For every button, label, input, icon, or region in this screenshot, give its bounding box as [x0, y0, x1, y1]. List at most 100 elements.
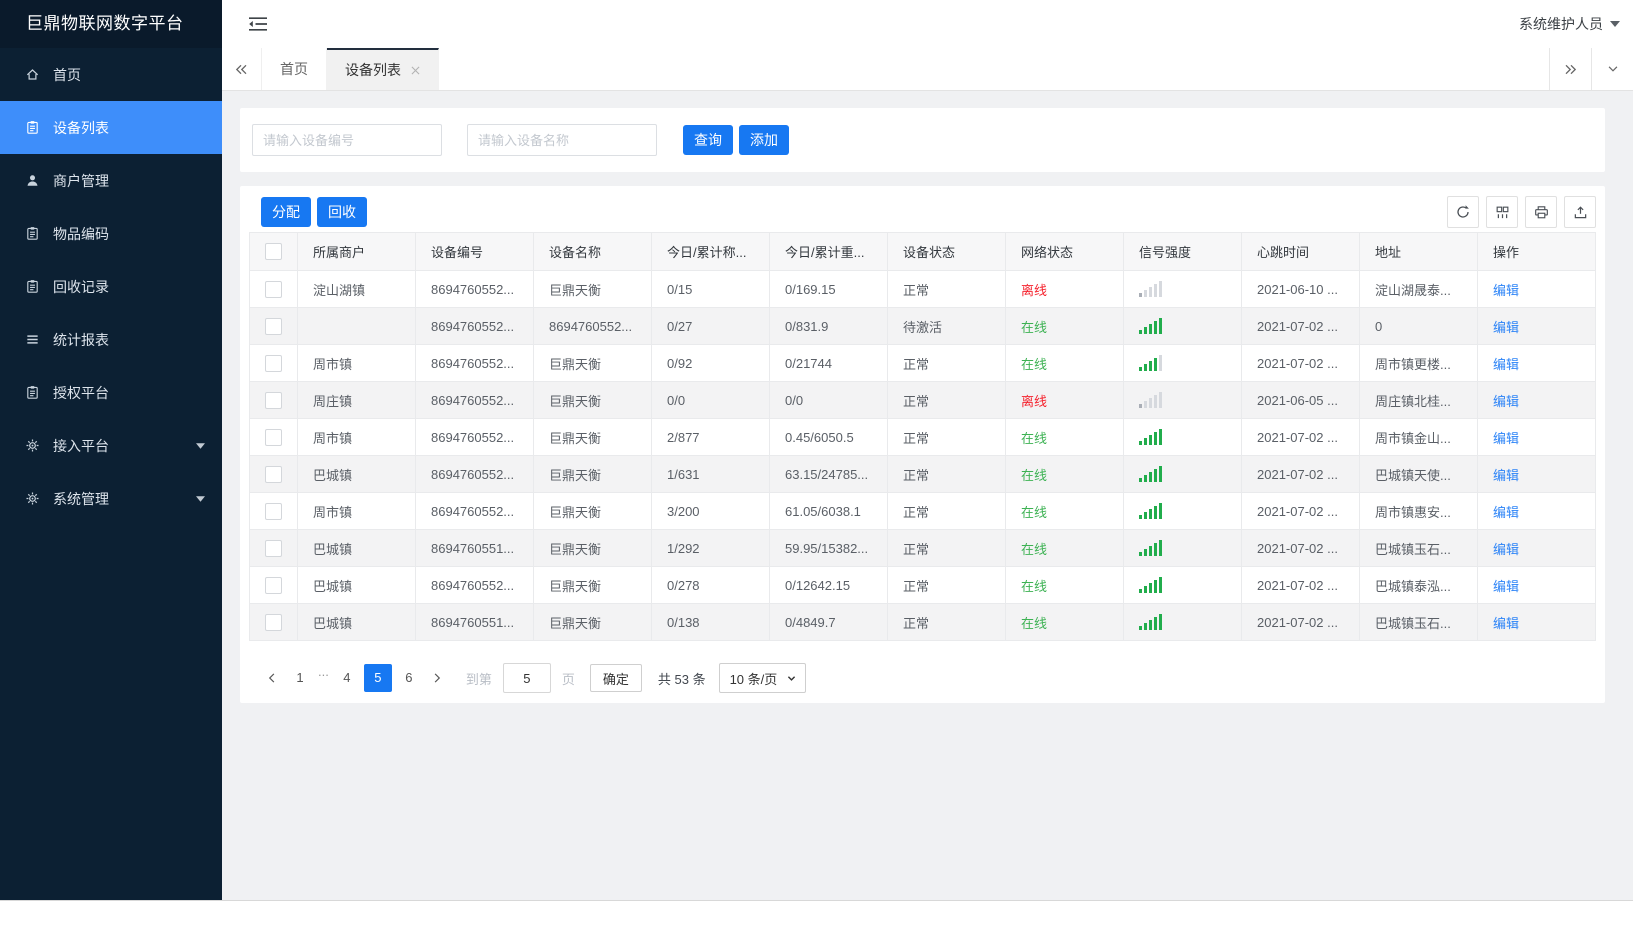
row-checkbox[interactable] — [265, 539, 282, 557]
select-all-checkbox[interactable] — [265, 243, 282, 261]
page-number-6[interactable]: 6 — [405, 670, 413, 685]
tab-controls — [1549, 48, 1633, 90]
chevron-down-icon — [786, 673, 797, 684]
assign-button[interactable]: 分配 — [261, 197, 311, 227]
refresh-icon[interactable] — [1447, 196, 1479, 228]
sidebar-item-device-list[interactable]: 设备列表 — [0, 101, 222, 154]
sidebar-item-stats-report[interactable]: 统计报表 — [0, 313, 222, 366]
page-numbers: 1... 4 5 6 — [285, 664, 424, 692]
recycle-button[interactable]: 回收 — [317, 197, 367, 227]
device-name-input[interactable] — [467, 124, 657, 156]
rows-icon — [24, 332, 40, 348]
prev-page-icon[interactable] — [259, 664, 285, 692]
page-number-1[interactable]: 1 — [296, 670, 304, 685]
sidebar-item-label: 授权平台 — [53, 384, 109, 401]
edit-link[interactable]: 编辑 — [1493, 282, 1520, 298]
cell-signal — [1123, 418, 1242, 456]
row-checkbox[interactable] — [265, 391, 282, 409]
tabs-menu-icon[interactable] — [1591, 48, 1633, 90]
tab-device-list[interactable]: 设备列表 — [327, 48, 439, 90]
page-number-4[interactable]: 4 — [343, 670, 351, 685]
cell-merchant: 巴城镇 — [297, 603, 416, 641]
signal-bars-icon — [1139, 614, 1233, 630]
export-icon[interactable] — [1564, 196, 1596, 228]
tab-home[interactable]: 首页 — [262, 48, 327, 90]
query-button[interactable]: 查询 — [683, 125, 733, 155]
cell-address: 巴城镇泰泓... — [1359, 566, 1478, 604]
sidebar-item-label: 统计报表 — [53, 331, 109, 348]
row-checkbox[interactable] — [265, 465, 282, 483]
row-checkbox[interactable] — [265, 613, 282, 631]
sidebar-item-auth-platform[interactable]: 授权平台 — [0, 366, 222, 419]
sidebar-item-home[interactable]: 首页 — [0, 48, 222, 101]
sidebar-item-recycle-records[interactable]: 回收记录 — [0, 260, 222, 313]
caret-down-icon — [196, 495, 205, 502]
column-header: 操作 — [1477, 232, 1596, 271]
page-unit-label: 页 — [561, 671, 575, 687]
edit-link[interactable]: 编辑 — [1493, 467, 1520, 483]
topbar: 系统维护人员 — [222, 0, 1633, 48]
row-checkbox[interactable] — [265, 317, 282, 335]
edit-link[interactable]: 编辑 — [1493, 541, 1520, 557]
row-checkbox[interactable] — [265, 576, 282, 594]
collapse-sidebar-icon[interactable] — [248, 16, 268, 32]
cell-address: 0 — [1359, 307, 1478, 345]
row-checkbox[interactable] — [265, 354, 282, 372]
cell-heartbeat: 2021-06-10 ... — [1241, 270, 1360, 308]
edit-link[interactable]: 编辑 — [1493, 504, 1520, 520]
add-button[interactable]: 添加 — [739, 125, 789, 155]
next-page-icon[interactable] — [424, 664, 450, 692]
cell-merchant: 周市镇 — [297, 418, 416, 456]
tab-close-icon[interactable] — [411, 66, 420, 75]
sidebar-item-access-platform[interactable]: 接入平台 — [0, 419, 222, 472]
cell-device-status: 待激活 — [887, 307, 1006, 345]
device-no-input[interactable] — [252, 124, 442, 156]
table-row: 8694760552... 8694760552... 0/27 0/831.9 待激活… — [249, 307, 1596, 345]
cell-today-weight: 59.95/15382... — [769, 529, 888, 567]
home-icon — [24, 67, 40, 83]
edit-link[interactable]: 编辑 — [1493, 393, 1520, 409]
cell-action: 编辑 — [1477, 603, 1596, 641]
cell-signal — [1123, 566, 1242, 604]
signal-bars-icon — [1139, 466, 1233, 482]
row-checkbox[interactable] — [265, 502, 282, 520]
cell-action: 编辑 — [1477, 344, 1596, 382]
row-checkbox[interactable] — [265, 280, 282, 298]
cell-device-status: 正常 — [887, 418, 1006, 456]
print-icon[interactable] — [1525, 196, 1557, 228]
cell-heartbeat: 2021-07-02 ... — [1241, 529, 1360, 567]
cell-device-name: 巨鼎天衡 — [533, 344, 652, 382]
edit-link[interactable]: 编辑 — [1493, 430, 1520, 446]
cell-today-count: 0/15 — [651, 270, 770, 308]
signal-bars-icon — [1139, 540, 1233, 556]
cell-address: 周庄镇北桂... — [1359, 381, 1478, 419]
cell-device-no: 8694760552... — [415, 307, 534, 345]
page-size-select[interactable]: 10 条/页 — [718, 663, 807, 693]
cell-network-status: 在线 — [1005, 603, 1124, 641]
cell-today-weight: 0/831.9 — [769, 307, 888, 345]
edit-link[interactable]: 编辑 — [1493, 578, 1520, 594]
sidebar-item-item-code[interactable]: 物品编码 — [0, 207, 222, 260]
sidebar-item-system-mgmt[interactable]: 系统管理 — [0, 472, 222, 525]
page-number-5[interactable]: 5 — [363, 664, 392, 692]
goto-confirm-button[interactable]: 确定 — [589, 664, 642, 692]
tabs-scroll-right-icon[interactable] — [1549, 48, 1591, 90]
cell-device-no: 8694760552... — [415, 492, 534, 530]
sidebar-item-merchant-mgmt[interactable]: 商户管理 — [0, 154, 222, 207]
goto-page-input[interactable] — [502, 663, 551, 693]
column-header: 设备状态 — [887, 232, 1006, 271]
sidebar-item-label: 接入平台 — [53, 437, 109, 454]
cell-device-name: 巨鼎天衡 — [533, 566, 652, 604]
edit-link[interactable]: 编辑 — [1493, 356, 1520, 372]
doc-icon — [24, 279, 40, 295]
user-menu[interactable]: 系统维护人员 — [1519, 0, 1620, 48]
column-header: 心跳时间 — [1241, 232, 1360, 271]
edit-link[interactable]: 编辑 — [1493, 615, 1520, 631]
filter-columns-icon[interactable] — [1486, 196, 1518, 228]
cell-signal — [1123, 344, 1242, 382]
tabs-scroll-left-icon[interactable] — [222, 48, 262, 90]
cell-action: 编辑 — [1477, 270, 1596, 308]
row-checkbox[interactable] — [265, 428, 282, 446]
doc-icon — [24, 226, 40, 242]
edit-link[interactable]: 编辑 — [1493, 319, 1520, 335]
